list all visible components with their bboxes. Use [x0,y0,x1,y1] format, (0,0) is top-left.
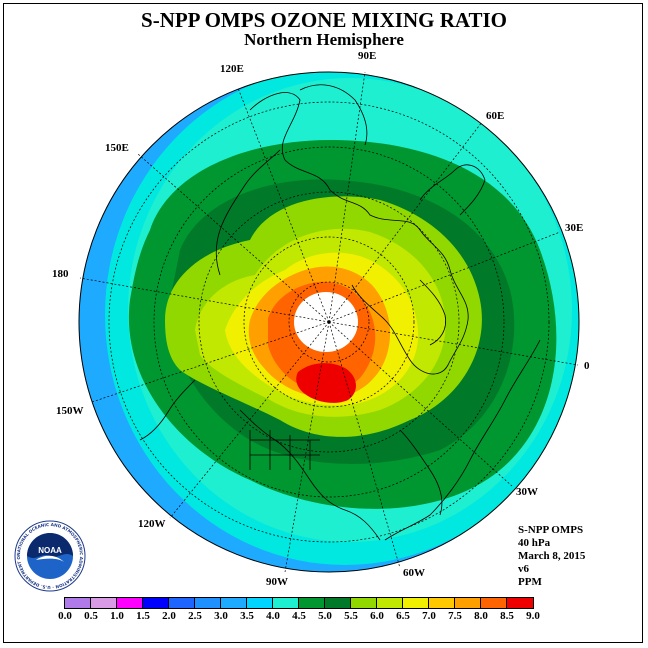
lon-label-90w: 90W [266,576,288,588]
colorbar-tick-label: 2.0 [162,610,176,622]
colorbar-ticks: 0.0 0.5 1.0 1.5 2.0 2.5 3.0 3.5 4.0 4.5 5.0 5.5 6.0 6… [0,610,648,626]
info-block: S-NPP OMPS 40 hPa March 8, 2015 v6 PPM [518,524,585,589]
lon-label-30w: 30W [516,486,538,498]
colorbar-segment [221,598,247,608]
lon-label-180: 180 [52,268,69,280]
lon-label-0: 0 [584,360,590,372]
lon-label-120w: 120W [138,518,166,530]
graticule [79,71,579,573]
colorbar-tick-label: 4.5 [292,610,306,622]
colorbar-segment [247,598,273,608]
colorbar-tick-label: 6.5 [396,610,410,622]
colorbar-segment [273,598,299,608]
colorbar-tick-label: 0.5 [84,610,98,622]
info-version: v6 [518,563,529,575]
info-instrument: S-NPP OMPS [518,524,584,536]
colorbar-tick-label: 3.5 [240,610,254,622]
info-date: March 8, 2015 [518,550,586,562]
info-level: 40 hPa [518,537,551,549]
lon-label-150w: 150W [56,405,84,417]
colorbar-tick-label: 6.0 [370,610,384,622]
colorbar-segment [195,598,221,608]
colorbar-tick-label: 9.0 [526,610,540,622]
colorbar-segment [507,598,533,608]
info-units: PPM [518,576,542,588]
colorbar-segment [429,598,455,608]
noaa-logo: NATIONAL OCEANIC AND ATMOSPHERIC ADMINIS… [14,520,86,592]
colorbar-tick-label: 3.0 [214,610,228,622]
lon-label-90e: 90E [358,50,377,62]
colorbar-tick-label: 1.0 [110,610,124,622]
colorbar-tick-label: 7.0 [422,610,436,622]
colorbar-tick-label: 5.0 [318,610,332,622]
colorbar-tick-label: 7.5 [448,610,462,622]
colorbar [64,597,534,609]
colorbar-segment [481,598,507,608]
colorbar-segment [377,598,403,608]
map-title: S-NPP OMPS OZONE MIXING RATIO [141,8,507,32]
missing-data-pole [294,292,358,352]
colorbar-tick-label: 4.0 [266,610,280,622]
colorbar-segment [91,598,117,608]
field-red [296,363,356,403]
map-subtitle: Northern Hemisphere [244,30,404,49]
colorbar-tick-label: 8.5 [500,610,514,622]
colorbar-tick-label: 1.5 [136,610,150,622]
colorbar-segment [299,598,325,608]
lon-label-120e: 120E [220,63,244,75]
colorbar-segment [169,598,195,608]
colorbar-tick-label: 0.0 [58,610,72,622]
colorbar-segment [351,598,377,608]
lon-label-150e: 150E [105,142,129,154]
lon-label-60e: 60E [486,110,505,122]
colorbar-tick-label: 8.0 [474,610,488,622]
colorbar-tick-label: 5.5 [344,610,358,622]
colorbar-segment [455,598,481,608]
colorbar-segment [403,598,429,608]
colorbar-segment [143,598,169,608]
logo-text: NOAA [38,546,62,555]
lon-label-30e: 30E [565,222,584,234]
colorbar-segment [117,598,143,608]
colorbar-segment [325,598,351,608]
colorbar-tick-label: 2.5 [188,610,202,622]
lon-label-60w: 60W [403,567,425,579]
coastlines [139,84,541,541]
disk-outline [78,71,580,573]
colorbar-segment [65,598,91,608]
